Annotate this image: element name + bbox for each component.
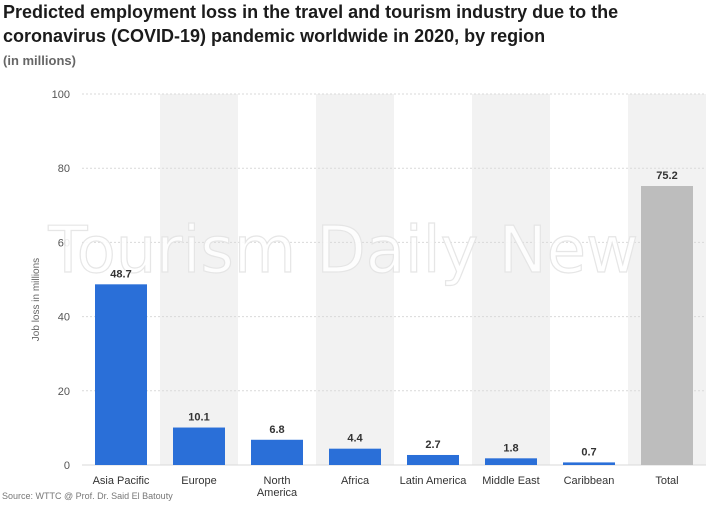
column-band — [316, 94, 394, 465]
bar — [485, 458, 537, 465]
x-tick-label: Caribbean — [564, 475, 615, 487]
watermark-text: Tourism Daily News — [47, 214, 671, 288]
data-label: 75.2 — [656, 170, 677, 182]
bar — [173, 427, 225, 465]
bar — [251, 439, 303, 465]
y-tick-label: 60 — [58, 237, 70, 249]
bar — [407, 454, 459, 465]
y-tick-label: 100 — [52, 89, 70, 101]
chart-title: Predicted employment loss in the travel … — [3, 2, 619, 46]
bar — [329, 448, 381, 465]
column-band — [472, 94, 550, 465]
y-tick-label: 80 — [58, 163, 70, 175]
x-tick-label: America — [257, 487, 298, 499]
x-tick-label: Europe — [181, 475, 216, 487]
data-label: 4.4 — [347, 433, 363, 445]
data-label: 10.1 — [188, 412, 209, 424]
chart-subtitle: (in millions) — [3, 53, 76, 68]
column-band — [160, 94, 238, 465]
data-label: 2.7 — [425, 439, 440, 451]
x-tick-label: Middle East — [482, 475, 539, 487]
x-tick-label: North — [264, 475, 291, 487]
y-axis-label: Job loss in millions — [31, 258, 42, 341]
bar — [95, 284, 147, 465]
y-tick-label: 40 — [58, 312, 70, 324]
x-tick-label: Asia Pacific — [93, 475, 150, 487]
data-label: 48.7 — [110, 268, 131, 280]
y-tick-label: 0 — [64, 460, 70, 472]
y-tick-label: 20 — [58, 386, 70, 398]
data-label: 1.8 — [503, 442, 518, 454]
bar — [641, 186, 693, 465]
x-tick-label: Total — [655, 475, 678, 487]
x-tick-label: Latin America — [400, 475, 468, 487]
bar — [563, 462, 615, 465]
data-label: 0.7 — [581, 446, 596, 458]
source-note: Source: WTTC @ Prof. Dr. Said El Batouty — [2, 491, 173, 501]
x-tick-label: Africa — [341, 475, 370, 487]
data-label: 6.8 — [269, 424, 284, 436]
